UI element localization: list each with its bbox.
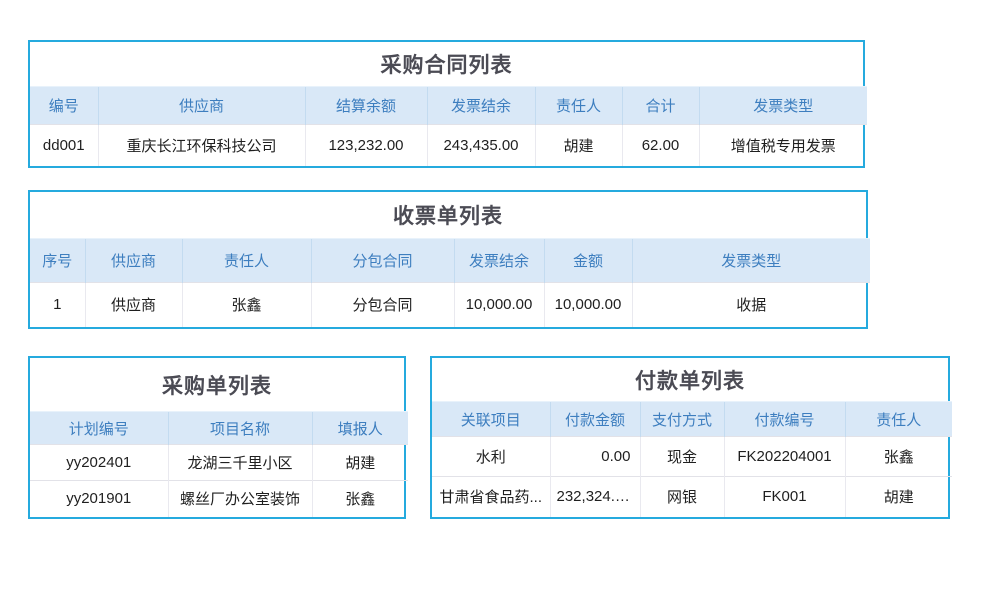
- cell: FK202204001: [723, 436, 845, 477]
- column-header: 支付方式: [639, 401, 724, 437]
- header-row: 编号 供应商 结算余额 发票结余 责任人 合计 发票类型: [30, 86, 867, 125]
- column-header: 责任人: [844, 401, 952, 437]
- table-row: yy202401 龙湖三千里小区 胡建: [30, 444, 408, 481]
- receipts-panel: 收票单列表 序号 供应商 责任人 分包合同 发票结余 金额 发票类型 1 供应商 张鑫 分包合同 10…: [28, 190, 870, 329]
- purchase-orders-panel: 采购单列表 计划编号 项目名称 填报人 yy202401 龙湖三千里小区 胡建 yy2019…: [28, 356, 408, 519]
- cell: 网银: [639, 476, 724, 517]
- column-header: 发票类型: [698, 86, 867, 125]
- cell: 收据: [631, 282, 870, 327]
- table-row: 1 供应商 张鑫 分包合同 10,000.00 10,000.00 收据: [30, 282, 870, 327]
- column-header: 责任人: [181, 238, 311, 283]
- cell: 243,435.00: [426, 124, 535, 166]
- cell: 10,000.00: [453, 282, 544, 327]
- cell: 1: [30, 282, 85, 327]
- column-header: 供应商: [97, 86, 305, 125]
- column-header: 填报人: [311, 411, 408, 445]
- header-row: 计划编号 项目名称 填报人: [30, 411, 408, 445]
- column-header: 付款金额: [549, 401, 640, 437]
- cell: 0.00: [549, 436, 640, 477]
- receipts-grid: 序号 供应商 责任人 分包合同 发票结余 金额 发票类型 1 供应商 张鑫 分包合同 10,000.0…: [30, 238, 870, 327]
- cell: 张鑫: [311, 480, 408, 517]
- table-row: 甘肃省食品药... 232,324.00 网银 FK001 胡建: [432, 476, 952, 517]
- table-row: yy201901 螺丝厂办公室装饰 张鑫: [30, 480, 408, 517]
- payments-panel: 付款单列表 关联项目 付款金额 支付方式 付款编号 责任人 水利 0.00 现金 FK20220…: [430, 356, 952, 519]
- column-header: 发票结余: [453, 238, 544, 283]
- cell: 甘肃省食品药...: [432, 476, 550, 517]
- purchase-orders-grid: 计划编号 项目名称 填报人 yy202401 龙湖三千里小区 胡建 yy201901 螺丝厂办…: [30, 411, 408, 517]
- column-header: 发票类型: [631, 238, 870, 283]
- column-header: 序号: [30, 238, 85, 283]
- cell: 10,000.00: [543, 282, 632, 327]
- cell: yy201901: [30, 480, 168, 517]
- header-row: 序号 供应商 责任人 分包合同 发票结余 金额 发票类型: [30, 238, 870, 283]
- cell: 123,232.00: [304, 124, 427, 166]
- column-header: 计划编号: [30, 411, 168, 445]
- receipts-title: 收票单列表: [393, 205, 503, 228]
- cell: 分包合同: [310, 282, 454, 327]
- purchase-contracts-grid: 编号 供应商 结算余额 发票结余 责任人 合计 发票类型 dd001 重庆长江环保科技公司 123…: [30, 86, 867, 166]
- cell: 重庆长江环保科技公司: [97, 124, 305, 166]
- cell: 胡建: [844, 476, 952, 517]
- cell: 张鑫: [181, 282, 311, 327]
- cell: 232,324.00: [549, 476, 640, 517]
- cell: 张鑫: [844, 436, 952, 477]
- column-header: 关联项目: [432, 401, 550, 437]
- cell: 增值税专用发票: [698, 124, 867, 166]
- cell: 现金: [639, 436, 724, 477]
- payments-title: 付款单列表: [635, 369, 745, 393]
- column-header: 合计: [621, 86, 699, 125]
- purchase-contracts-title: 采购合同列表: [380, 54, 513, 77]
- table-row: 水利 0.00 现金 FK202204001 张鑫: [432, 436, 952, 477]
- column-header: 金额: [543, 238, 632, 283]
- cell: 胡建: [534, 124, 622, 166]
- table-row: dd001 重庆长江环保科技公司 123,232.00 243,435.00 胡建 62.…: [30, 124, 867, 166]
- cell: 龙湖三千里小区: [167, 444, 312, 481]
- column-header: 编号: [30, 86, 98, 125]
- cell: 62.00: [621, 124, 699, 166]
- purchase-orders-title: 采购单列表: [162, 374, 272, 398]
- header-row: 关联项目 付款金额 支付方式 付款编号 责任人: [432, 401, 952, 437]
- cell: 胡建: [311, 444, 408, 481]
- cell: 供应商: [84, 282, 182, 327]
- cell: 螺丝厂办公室装饰: [167, 480, 312, 517]
- column-header: 分包合同: [310, 238, 454, 283]
- cell: 水利: [432, 436, 550, 477]
- cell: yy202401: [30, 444, 168, 481]
- cell: FK001: [723, 476, 845, 517]
- column-header: 结算余额: [304, 86, 427, 125]
- cell: dd001: [30, 124, 98, 166]
- column-header: 供应商: [84, 238, 182, 283]
- payments-grid: 关联项目 付款金额 支付方式 付款编号 责任人 水利 0.00 现金 FK202204001 张鑫…: [432, 401, 952, 517]
- column-header: 发票结余: [426, 86, 535, 125]
- column-header: 项目名称: [167, 411, 312, 445]
- column-header: 责任人: [534, 86, 622, 125]
- column-header: 付款编号: [723, 401, 845, 437]
- purchase-contracts-panel: 采购合同列表 编号 供应商 结算余额 发票结余 责任人 合计 发票类型 dd001 重庆长江环保…: [28, 40, 867, 168]
